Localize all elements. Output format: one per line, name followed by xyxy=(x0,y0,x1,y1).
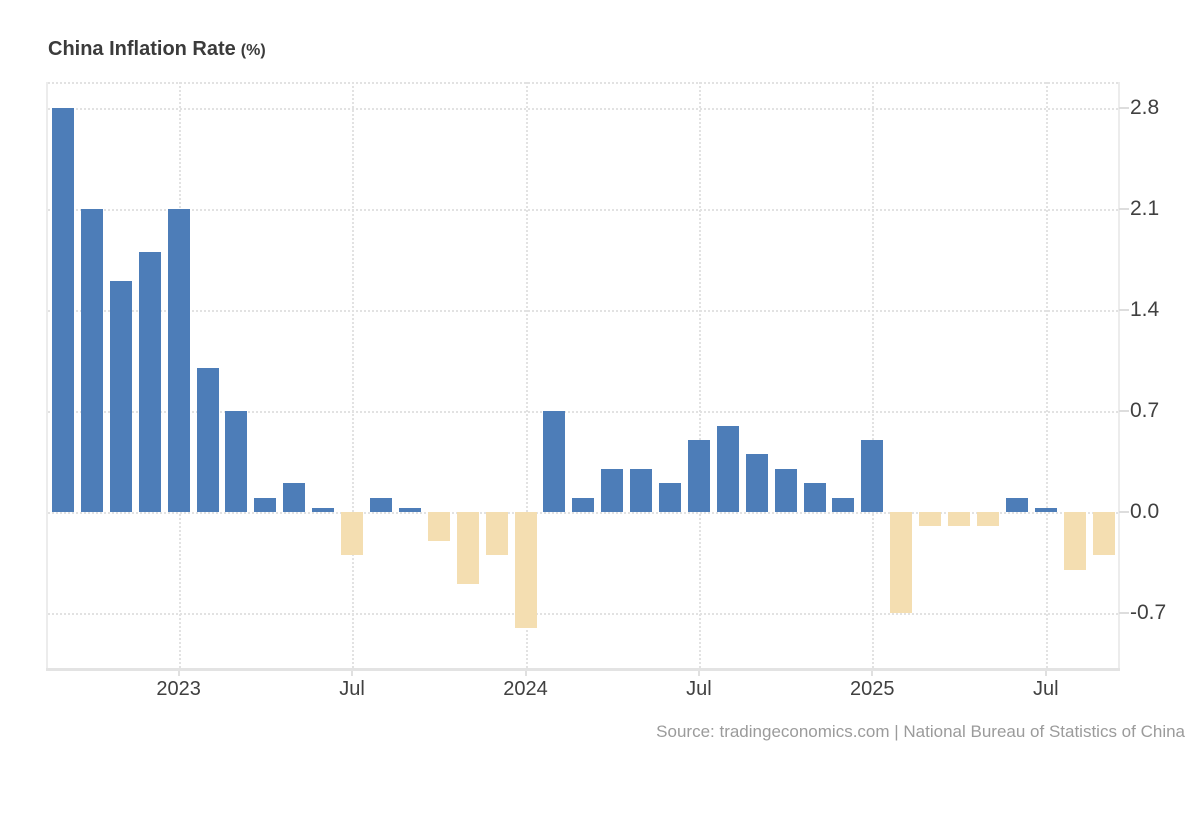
v-gridline xyxy=(1045,82,1048,668)
v-gridline xyxy=(352,82,355,668)
x-tick-mark xyxy=(524,671,527,676)
bar[interactable] xyxy=(225,411,248,513)
chart-title-text: China Inflation Rate xyxy=(48,38,236,60)
bar[interactable] xyxy=(1034,507,1057,513)
x-tick-mark xyxy=(177,671,180,676)
plot-border-bottom xyxy=(46,668,1120,671)
x-axis-label: 2024 xyxy=(503,678,548,700)
x-axis-label: Jul xyxy=(339,678,365,700)
h-gridline xyxy=(48,411,1118,414)
bar[interactable] xyxy=(514,512,537,628)
x-tick-mark xyxy=(1044,671,1047,676)
bar[interactable] xyxy=(861,440,884,513)
bar[interactable] xyxy=(774,468,797,513)
bar[interactable] xyxy=(1063,512,1086,570)
y-tick-mark xyxy=(1119,612,1129,615)
bar[interactable] xyxy=(919,512,942,527)
x-tick-mark xyxy=(697,671,700,676)
x-axis-label: 2023 xyxy=(156,678,201,700)
y-tick-mark xyxy=(1119,208,1129,210)
bar[interactable] xyxy=(832,497,855,513)
source-text: Source: tradingeconomics.com | National … xyxy=(656,722,1185,741)
bar[interactable] xyxy=(456,512,479,585)
y-axis-label: 0.7 xyxy=(1130,399,1160,423)
bar[interactable] xyxy=(341,512,364,556)
chart-title-unit: (%) xyxy=(240,42,266,59)
bar[interactable] xyxy=(1005,497,1028,513)
bar[interactable] xyxy=(716,425,739,513)
bar[interactable] xyxy=(427,512,450,541)
plot-area xyxy=(48,82,1118,668)
v-gridline xyxy=(525,82,528,668)
bar[interactable] xyxy=(601,468,624,513)
bar[interactable] xyxy=(138,252,161,513)
x-axis-label: 2025 xyxy=(850,678,895,700)
chart-title: China Inflation Rate (%) xyxy=(48,38,266,61)
plot-border-right xyxy=(1118,82,1120,670)
y-tick-mark xyxy=(1119,410,1129,413)
bar[interactable] xyxy=(659,483,681,513)
bar[interactable] xyxy=(745,454,768,513)
bar[interactable] xyxy=(167,209,190,513)
bar[interactable] xyxy=(803,483,826,513)
x-tick-mark xyxy=(351,671,354,676)
y-tick-mark xyxy=(1119,107,1129,109)
v-gridline xyxy=(698,82,701,668)
bar[interactable] xyxy=(312,507,335,513)
bar[interactable] xyxy=(948,512,971,527)
h-gridline xyxy=(48,108,1118,110)
y-tick-mark xyxy=(1119,511,1129,514)
bar[interactable] xyxy=(485,512,508,556)
bar[interactable] xyxy=(687,440,710,513)
bar[interactable] xyxy=(630,468,653,513)
bar[interactable] xyxy=(196,367,219,513)
plot-top-gridline xyxy=(48,82,1118,84)
bar[interactable] xyxy=(80,209,103,513)
x-axis-label: Jul xyxy=(686,678,712,700)
h-gridline xyxy=(48,209,1118,211)
bar[interactable] xyxy=(254,497,277,513)
y-axis-label: 2.8 xyxy=(1130,96,1160,119)
bar[interactable] xyxy=(543,411,566,513)
y-axis-label: 1.4 xyxy=(1130,298,1160,321)
bar[interactable] xyxy=(572,497,595,513)
x-tick-mark xyxy=(871,671,874,676)
bar[interactable] xyxy=(890,512,913,614)
y-axis-label: 2.1 xyxy=(1130,197,1160,220)
bar[interactable] xyxy=(977,512,999,527)
bar[interactable] xyxy=(109,281,132,513)
h-gridline xyxy=(48,613,1118,616)
y-tick-mark xyxy=(1119,309,1129,311)
x-axis-label: Jul xyxy=(1033,678,1059,700)
y-axis-label: -0.7 xyxy=(1130,601,1167,625)
h-gridline xyxy=(48,512,1118,515)
plot-border-left xyxy=(46,82,48,670)
bar[interactable] xyxy=(1092,512,1115,556)
bar[interactable] xyxy=(398,507,421,513)
y-axis-label: 0.0 xyxy=(1130,500,1160,524)
bar[interactable] xyxy=(283,483,306,513)
v-gridline xyxy=(872,82,875,668)
bar[interactable] xyxy=(52,108,74,513)
bar[interactable] xyxy=(370,497,392,513)
h-gridline xyxy=(48,310,1118,312)
